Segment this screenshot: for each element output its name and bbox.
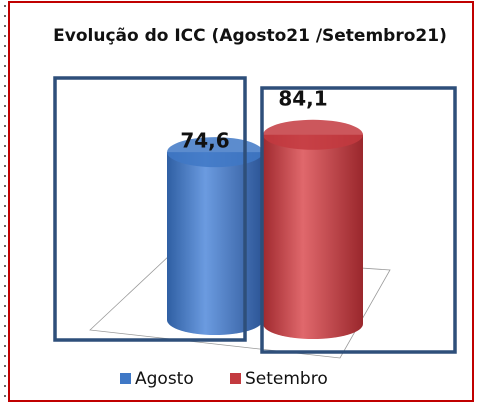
cylinder-body [263,134,363,339]
data-label: 84,1 [278,86,327,110]
legend-label: Setembro [245,369,328,389]
plot [167,119,363,339]
legend-swatch [120,373,131,384]
highlight-box [53,76,247,342]
data-label: 74,6 [180,129,229,153]
cylinder-top [263,119,363,150]
frame [8,1,474,402]
legend-swatch [230,373,241,384]
cylinder-top [167,137,263,168]
chart-title: Evolução do ICC (Agosto21 /Setembro21) [53,26,447,46]
floor [89,254,391,359]
cylinder-body [167,152,263,335]
legend-label: Agosto [135,369,194,389]
highlight-box [260,86,457,354]
